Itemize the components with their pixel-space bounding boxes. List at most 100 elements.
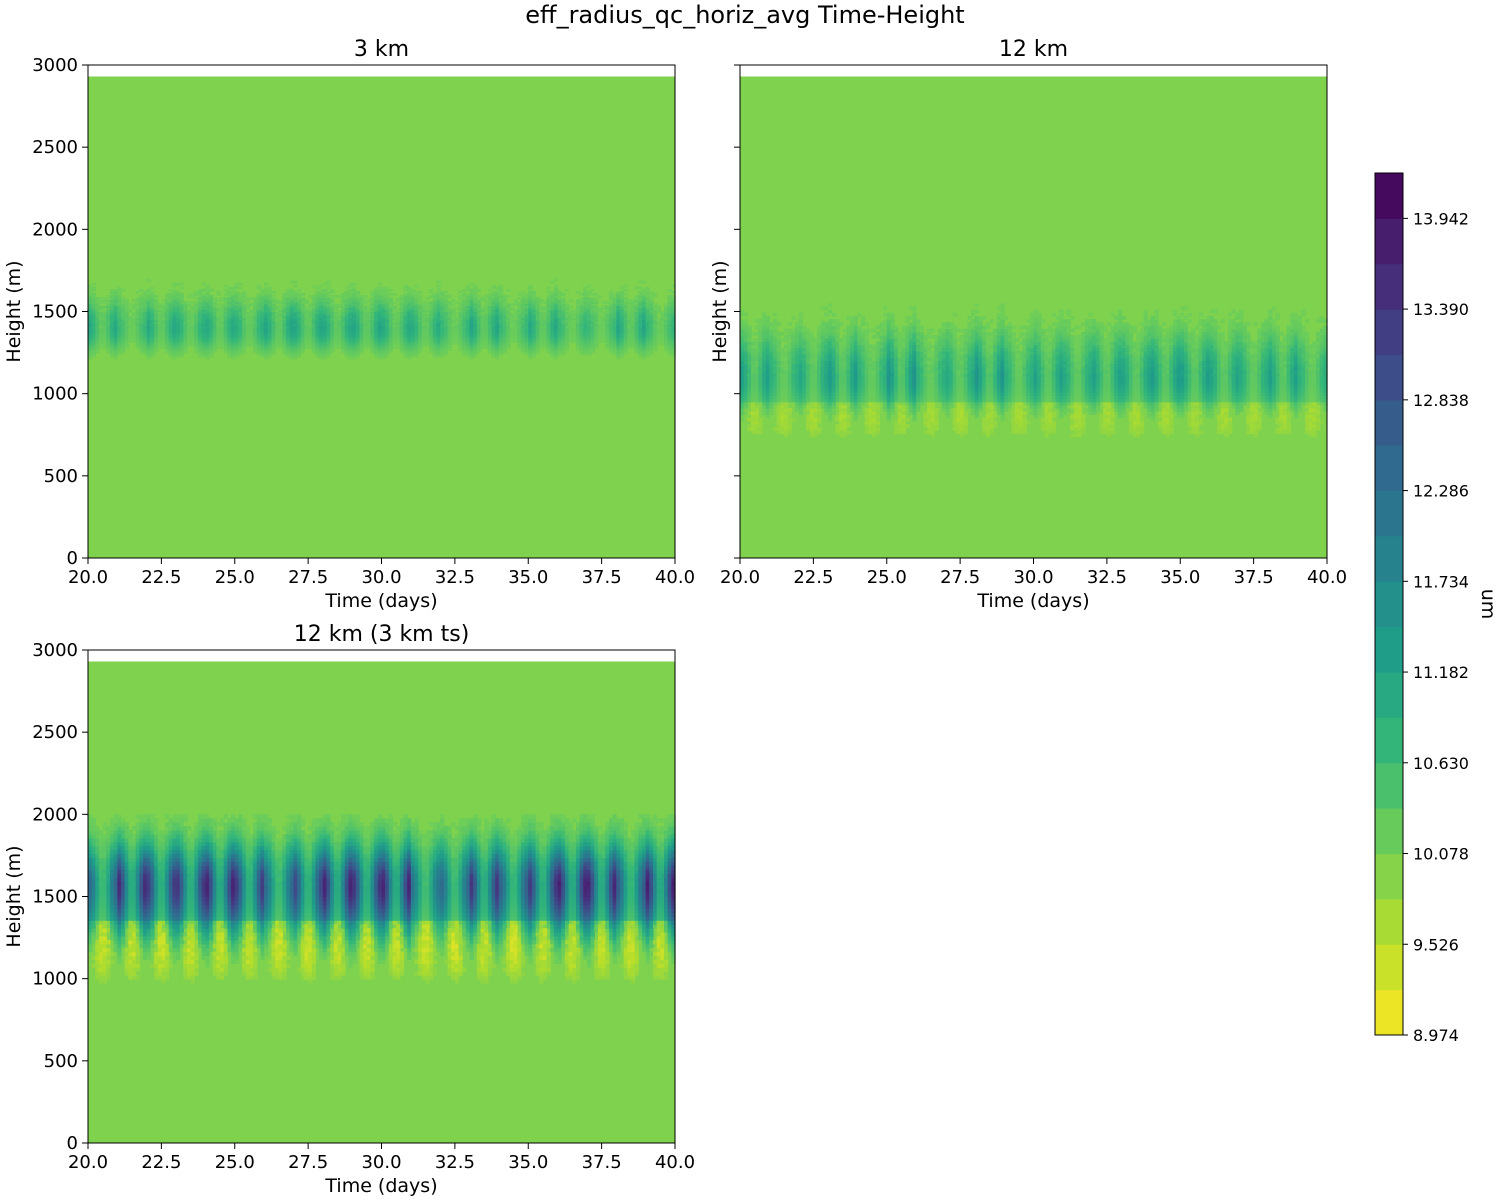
heat-cell: [231, 311, 236, 315]
heat-cell: [157, 340, 162, 343]
heat-cell: [245, 321, 251, 325]
heat-cell: [124, 301, 129, 304]
heat-cell: [201, 338, 206, 341]
heat-cell: [308, 295, 313, 298]
heat-cell: [751, 331, 756, 336]
heat-cell: [135, 346, 140, 350]
heat-cell: [95, 334, 100, 337]
heat-cell: [740, 319, 745, 323]
heat-cell: [234, 325, 240, 329]
heat-cell: [238, 299, 243, 302]
heat-cell: [117, 288, 122, 292]
heat-cell: [293, 290, 298, 294]
heat-cell: [238, 305, 243, 308]
heat-cell: [110, 348, 115, 352]
heat-cell: [220, 313, 225, 317]
heat-cell: [128, 338, 133, 341]
heat-cell: [99, 332, 104, 335]
heat-cell: [121, 329, 126, 333]
heat-cell: [249, 327, 254, 331]
heat-cell: [165, 344, 170, 348]
heat-cell: [139, 309, 144, 313]
heat-cell: [220, 346, 225, 350]
heat-cell: [117, 346, 122, 350]
heat-cell: [132, 317, 137, 321]
heat-cell: [106, 323, 111, 327]
heat-cell: [113, 332, 118, 335]
heat-cell: [484, 295, 489, 298]
heat-cell: [194, 329, 199, 333]
heat-cell: [242, 338, 247, 341]
heat-cell: [168, 346, 173, 350]
heat-cell: [176, 354, 181, 358]
heat-cell: [150, 311, 155, 315]
heat-cell: [117, 313, 122, 317]
heat-cell: [194, 319, 199, 323]
heat-cell: [91, 352, 96, 356]
heat-cell: [440, 290, 445, 294]
heat-cell: [106, 340, 111, 343]
heat-cell: [509, 313, 515, 317]
heat-cell: [539, 305, 544, 308]
heat-cell: [143, 303, 148, 306]
heat-cell: [212, 303, 218, 306]
heat-cell: [223, 342, 229, 345]
heat-cell: [154, 315, 159, 319]
heat-cell: [88, 350, 93, 354]
heat-cell: [146, 319, 151, 323]
heat-cell: [454, 307, 460, 311]
heat-cell: [579, 293, 584, 296]
heat-cell: [190, 336, 195, 339]
heat-cell: [168, 354, 173, 358]
heat-cell: [754, 325, 759, 330]
heat-cell: [106, 338, 111, 341]
heat-cell: [205, 317, 210, 321]
heat-cell: [176, 290, 181, 294]
heat-cell: [249, 334, 254, 337]
heat-cell: [146, 346, 151, 350]
heat-cell: [95, 350, 100, 354]
heat-cell: [187, 325, 192, 329]
heat-cell: [212, 325, 218, 329]
heat-cell: [121, 338, 126, 341]
heat-cell: [121, 323, 126, 327]
heat-cell: [205, 346, 210, 350]
heat-cell: [209, 323, 214, 327]
heat-cell: [168, 313, 173, 317]
heat-cell: [102, 327, 107, 331]
heat-cell: [150, 348, 155, 352]
heat-cell: [528, 284, 533, 288]
heat-cell: [776, 322, 781, 327]
heat-cell: [238, 317, 243, 321]
heat-cell: [212, 342, 218, 345]
heat-cell: [106, 305, 111, 308]
heat-cell: [139, 332, 144, 335]
heat-cell: [88, 313, 93, 317]
heat-cell: [245, 317, 251, 321]
heat-cell: [183, 313, 188, 317]
heat-cell: [91, 307, 96, 311]
heat-cell: [121, 332, 126, 335]
heat-cell: [139, 299, 144, 302]
heat-cell: [319, 284, 324, 288]
heat-cell: [146, 338, 151, 341]
heat-cell: [128, 327, 133, 331]
heat-cell: [110, 307, 115, 311]
heat-cell: [165, 350, 170, 354]
heat-cell: [641, 288, 647, 292]
heat-cell: [110, 334, 115, 337]
heat-cell: [172, 334, 177, 337]
heat-cell: [242, 299, 247, 302]
heat-cell: [157, 317, 162, 321]
heat-cell: [161, 325, 166, 329]
heat-cell: [128, 303, 133, 306]
heat-cell: [234, 344, 240, 348]
heat-cell: [117, 338, 122, 341]
heat-cell: [220, 327, 225, 331]
heat-cell: [242, 346, 247, 350]
heat-cell: [143, 340, 148, 343]
heat-cell: [143, 307, 148, 311]
heat-cell: [146, 356, 151, 360]
heat-cell: [91, 350, 96, 354]
heat-cell: [216, 321, 221, 325]
